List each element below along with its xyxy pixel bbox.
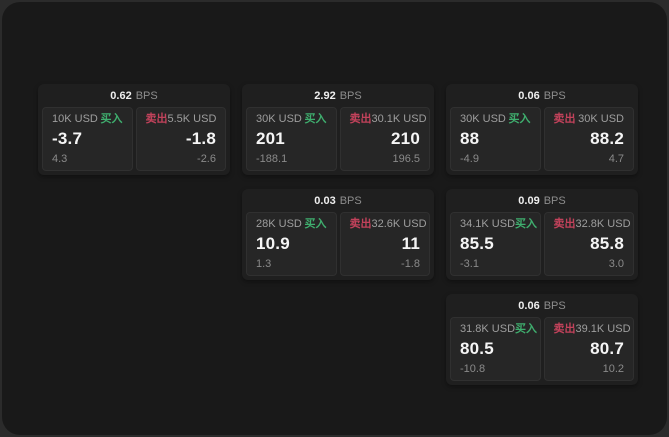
quote-board: 0.62 BPS 10K USD 买入 -3.7 4.3 卖出 5.5K USD	[38, 84, 638, 385]
bps-value: 0.03	[314, 194, 336, 207]
buy-price: 80.5	[460, 339, 494, 359]
buy-delta: -3.1	[460, 258, 479, 270]
buy-delta: -10.8	[460, 363, 486, 375]
bps-unit: BPS	[339, 194, 362, 207]
panels: 30K USD 买入 201 -188.1 卖出 30.1K USD 210 1…	[242, 107, 434, 175]
sell-size: 39.1K USD	[575, 323, 631, 335]
sell-side-label: 卖出	[145, 113, 168, 125]
sell-delta: 3.0	[608, 258, 624, 270]
buy-panel[interactable]: 28K USD 买入 10.9 1.3	[246, 212, 337, 276]
bps-value: 2.92	[314, 89, 336, 102]
buy-size: 30K USD	[256, 113, 302, 125]
buy-panel[interactable]: 34.1K USD 买入 85.5 -3.1	[450, 212, 541, 276]
sell-panel[interactable]: 卖出 30.1K USD 210 196.5	[339, 107, 430, 171]
sell-price: 11	[401, 234, 420, 254]
card-header: 0.09 BPS	[446, 189, 638, 212]
sell-price: 80.7	[590, 339, 624, 359]
sell-price: 85.8	[590, 234, 624, 254]
bps-unit: BPS	[543, 194, 566, 207]
sell-panel[interactable]: 卖出 39.1K USD 80.7 10.2	[543, 317, 634, 381]
bps-value: 0.62	[110, 89, 132, 102]
quote-card-6: 0.06 BPS 31.8K USD 买入 80.5 -10.8 卖出 39.1…	[446, 294, 638, 385]
buy-panel[interactable]: 30K USD 买入 201 -188.1	[246, 107, 337, 171]
buy-delta: 1.3	[256, 258, 272, 270]
sell-side-label: 卖出	[349, 218, 372, 230]
panels: 31.8K USD 买入 80.5 -10.8 卖出 39.1K USD 80.…	[446, 317, 638, 385]
sell-side-label: 卖出	[553, 218, 576, 230]
buy-side-label: 买入	[508, 113, 531, 125]
sell-price: -1.8	[185, 129, 216, 149]
card-header: 0.03 BPS	[242, 189, 434, 212]
card-header: 0.06 BPS	[446, 84, 638, 107]
sell-price: 210	[391, 129, 420, 149]
sell-size: 5.5K USD	[167, 113, 217, 125]
sell-panel[interactable]: 卖出 30K USD 88.2 4.7	[543, 107, 634, 171]
buy-price: 88	[460, 129, 480, 149]
bps-unit: BPS	[543, 299, 566, 312]
buy-panel[interactable]: 30K USD 买入 88 -4.9	[450, 107, 541, 171]
sell-size: 32.8K USD	[575, 218, 631, 230]
buy-side-label: 买入	[100, 113, 123, 125]
bps-value: 0.09	[518, 194, 540, 207]
sell-panel[interactable]: 卖出 32.6K USD 11 -1.8	[339, 212, 430, 276]
sell-delta: 196.5	[392, 153, 420, 165]
panels: 28K USD 买入 10.9 1.3 卖出 32.6K USD 11 -1.8	[242, 212, 434, 280]
sell-panel[interactable]: 卖出 32.8K USD 85.8 3.0	[543, 212, 634, 276]
panels: 30K USD 买入 88 -4.9 卖出 30K USD 88.2 4.7	[446, 107, 638, 175]
sell-side-label: 卖出	[349, 113, 372, 125]
buy-size: 34.1K USD	[460, 218, 516, 230]
buy-side-label: 买入	[304, 218, 327, 230]
buy-side-label: 买入	[304, 113, 327, 125]
sell-delta: -1.8	[401, 258, 420, 270]
buy-price: 85.5	[460, 234, 494, 254]
sell-delta: -2.6	[197, 153, 216, 165]
sell-side-label: 卖出	[553, 113, 576, 125]
buy-size: 31.8K USD	[460, 323, 516, 335]
buy-delta: 4.3	[52, 153, 68, 165]
buy-panel[interactable]: 31.8K USD 买入 80.5 -10.8	[450, 317, 541, 381]
buy-size: 28K USD	[256, 218, 302, 230]
buy-side-label: 买入	[515, 218, 538, 230]
bps-unit: BPS	[135, 89, 158, 102]
quote-card-2: 2.92 BPS 30K USD 买入 201 -188.1 卖出 30.1K …	[242, 84, 434, 175]
panels: 34.1K USD 买入 85.5 -3.1 卖出 32.8K USD 85.8…	[446, 212, 638, 280]
bps-value: 0.06	[518, 89, 540, 102]
buy-price: 10.9	[256, 234, 290, 254]
sell-price: 88.2	[590, 129, 624, 149]
bps-value: 0.06	[518, 299, 540, 312]
buy-delta: -4.9	[460, 153, 479, 165]
buy-delta: -188.1	[256, 153, 288, 165]
card-header: 0.62 BPS	[38, 84, 230, 107]
bps-unit: BPS	[543, 89, 566, 102]
buy-price: 201	[256, 129, 285, 149]
buy-size: 30K USD	[460, 113, 506, 125]
quote-card-5: 0.09 BPS 34.1K USD 买入 85.5 -3.1 卖出 32.8K…	[446, 189, 638, 280]
sell-size: 30.1K USD	[371, 113, 427, 125]
buy-side-label: 买入	[515, 323, 538, 335]
card-header: 2.92 BPS	[242, 84, 434, 107]
sell-side-label: 卖出	[553, 323, 576, 335]
quote-card-1: 0.62 BPS 10K USD 买入 -3.7 4.3 卖出 5.5K USD	[38, 84, 230, 175]
sell-delta: 10.2	[602, 363, 624, 375]
bps-unit: BPS	[339, 89, 362, 102]
panels: 10K USD 买入 -3.7 4.3 卖出 5.5K USD -1.8 -2.…	[38, 107, 230, 175]
sell-panel[interactable]: 卖出 5.5K USD -1.8 -2.6	[135, 107, 226, 171]
quote-card-4: 0.03 BPS 28K USD 买入 10.9 1.3 卖出 32.6K US…	[242, 189, 434, 280]
buy-price: -3.7	[52, 129, 83, 149]
sell-size: 32.6K USD	[371, 218, 427, 230]
sell-delta: 4.7	[608, 153, 624, 165]
sell-size: 30K USD	[578, 113, 624, 125]
card-header: 0.06 BPS	[446, 294, 638, 317]
quote-card-3: 0.06 BPS 30K USD 买入 88 -4.9 卖出 30K USD	[446, 84, 638, 175]
buy-size: 10K USD	[52, 113, 98, 125]
buy-panel[interactable]: 10K USD 买入 -3.7 4.3	[42, 107, 133, 171]
